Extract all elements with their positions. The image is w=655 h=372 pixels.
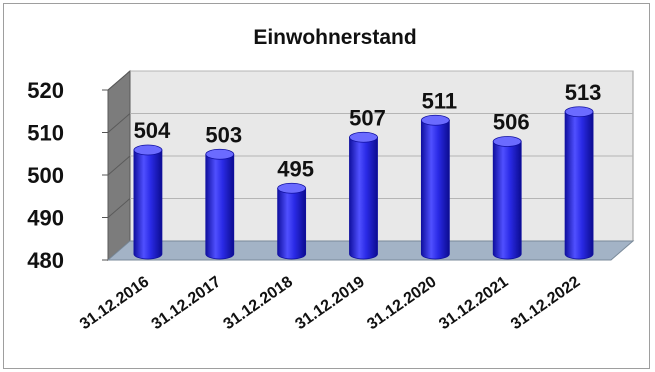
y-tick-label: 480 <box>27 248 64 273</box>
side-gridline <box>107 198 131 218</box>
bar-top <box>205 148 235 160</box>
chart-frame: Einwohnerstand 480 490 500 510 520 504 31.12.2… <box>3 3 650 369</box>
data-label: 504 <box>134 118 171 143</box>
side-gridline <box>107 113 131 133</box>
side-gridline <box>107 155 131 176</box>
side-gridline <box>107 70 131 91</box>
y-tick-label: 520 <box>27 78 64 103</box>
bar-top <box>564 106 594 118</box>
bar-top <box>277 182 307 194</box>
data-label: 503 <box>205 122 242 147</box>
bar <box>564 111 594 260</box>
x-category-label: 31.12.2022 <box>508 273 583 333</box>
bar-top <box>349 131 378 143</box>
bar-top <box>133 144 163 156</box>
y-tick-label: 510 <box>27 121 64 146</box>
bar <box>205 153 235 260</box>
y-tick-label: 500 <box>27 163 64 188</box>
data-label: 507 <box>349 105 386 130</box>
bar-top <box>492 136 522 147</box>
bar <box>277 187 307 260</box>
data-label: 495 <box>277 156 314 181</box>
chart-svg: Einwohnerstand 480 490 500 510 520 504 31.12.2… <box>27 26 635 333</box>
x-category-label: 31.12.2018 <box>221 273 296 333</box>
x-category-label: 31.12.2019 <box>292 273 367 333</box>
plot-area: 480 490 500 510 520 504 31.12.2016 503 31.12.201… <box>27 69 635 333</box>
data-label: 513 <box>565 80 602 105</box>
bar-top <box>420 114 450 126</box>
x-category-label: 31.12.2021 <box>436 273 511 333</box>
chart-title: Einwohnerstand <box>253 26 416 49</box>
data-label: 511 <box>422 88 458 113</box>
x-category-label: 31.12.2020 <box>364 273 439 333</box>
data-label: 506 <box>493 110 530 135</box>
y-tick-label: 490 <box>27 206 64 231</box>
bar <box>133 149 163 260</box>
x-category-label: 31.12.2016 <box>77 273 152 333</box>
bar <box>492 141 522 260</box>
bar <box>420 119 450 260</box>
bar <box>349 136 378 260</box>
x-category-label: 31.12.2017 <box>149 273 224 333</box>
